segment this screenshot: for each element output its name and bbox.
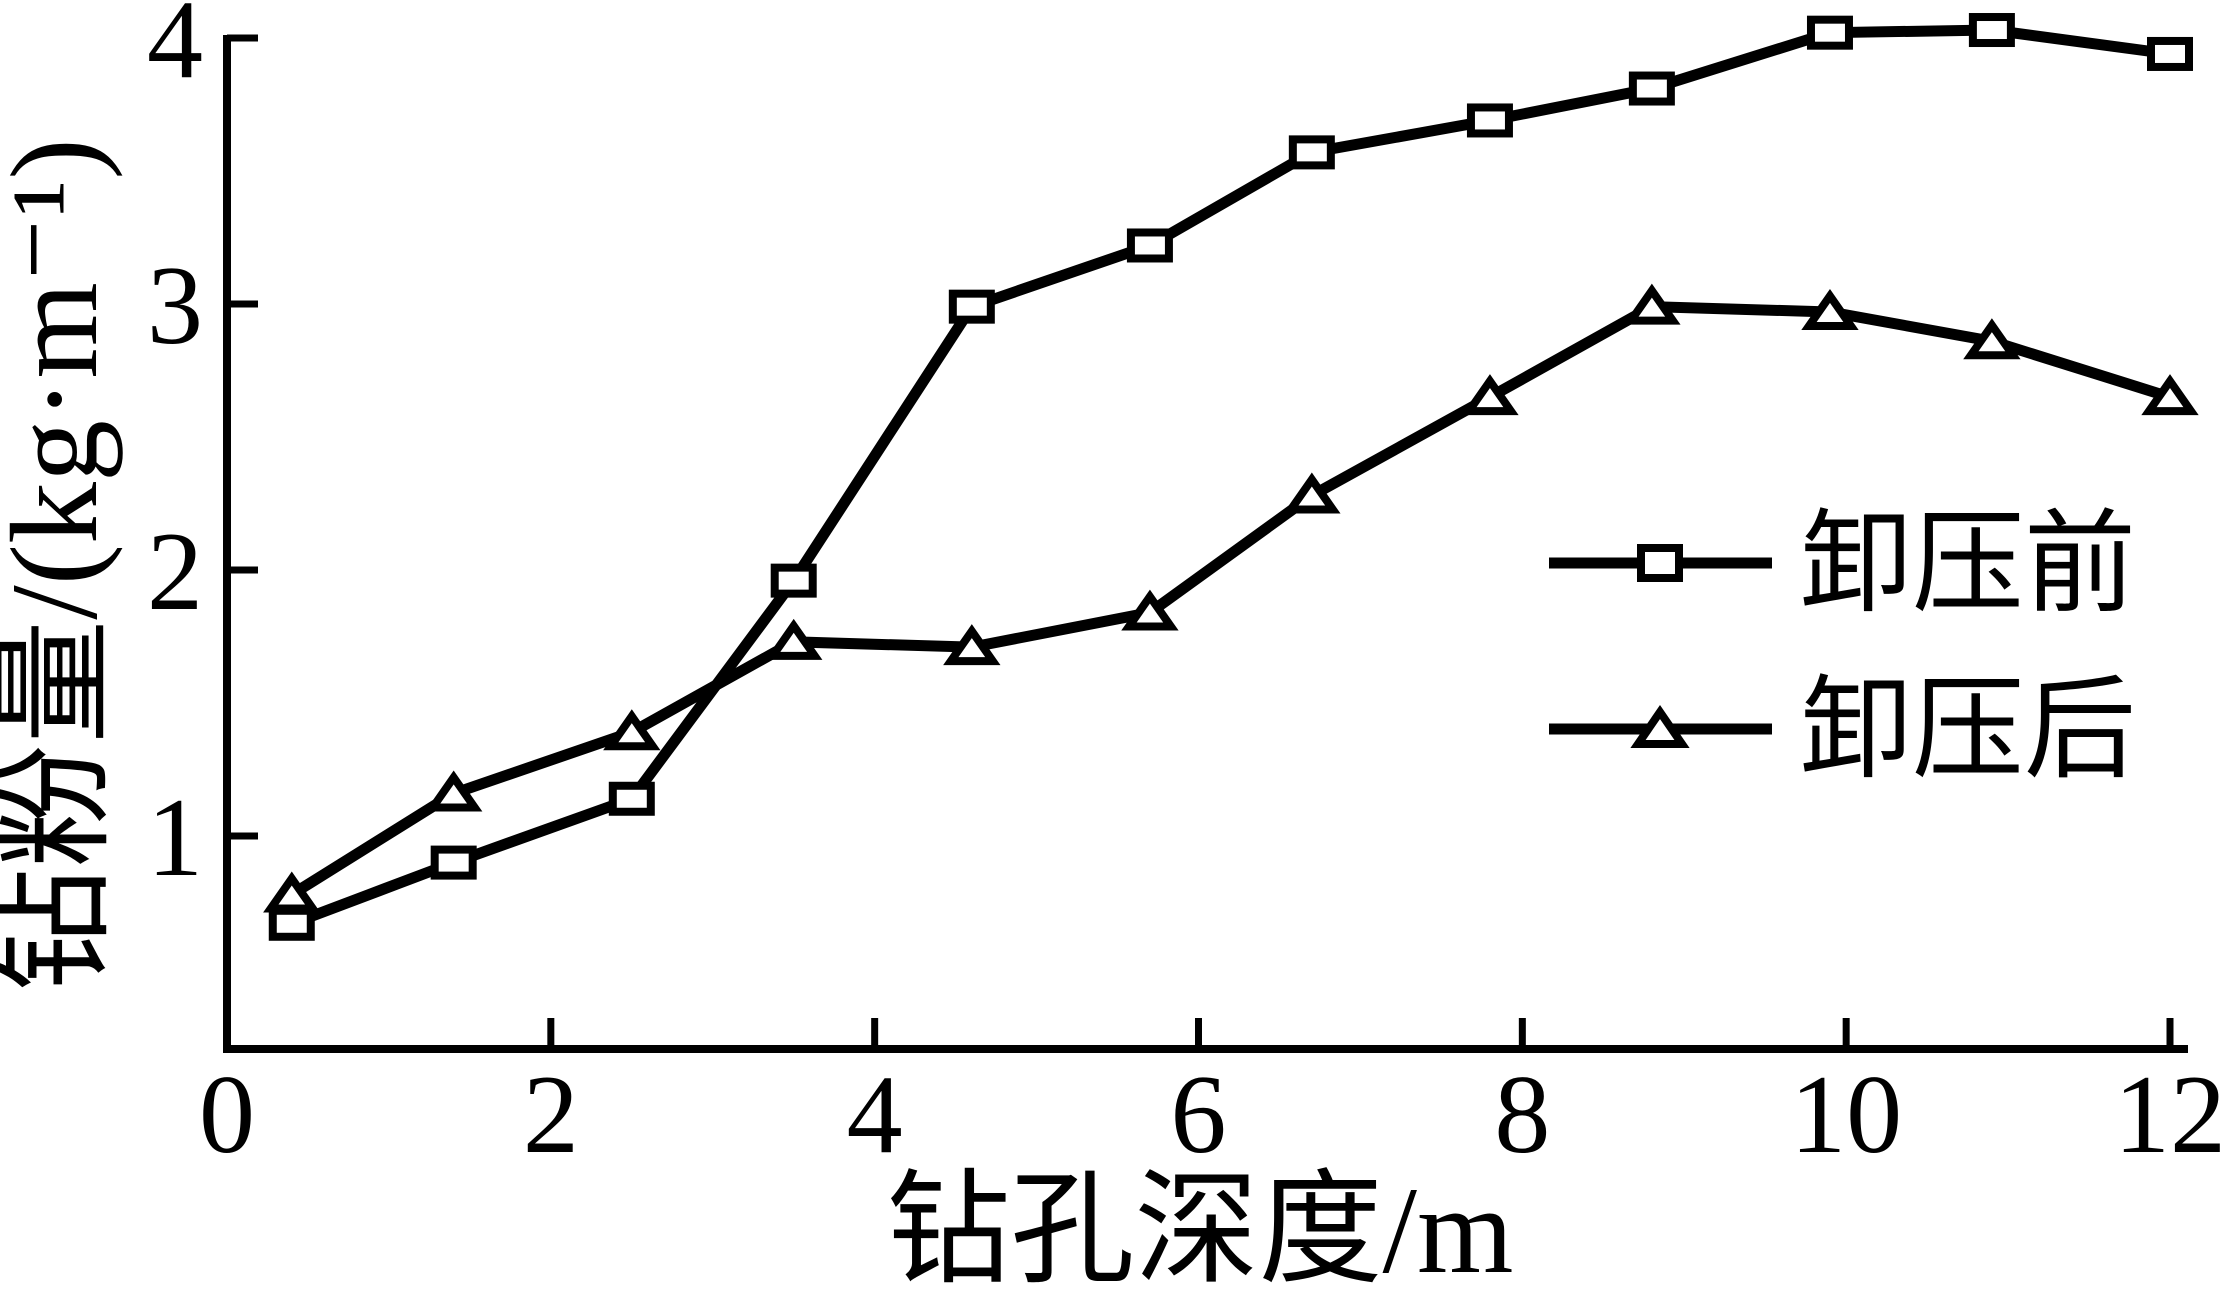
data-point-square-marker: [430, 845, 477, 880]
data-point-triangle-marker: [943, 624, 1001, 666]
data-point-triangle-marker: [263, 871, 321, 913]
data-point-square-marker: [268, 906, 315, 941]
data-point-triangle-marker: [1801, 289, 1859, 330]
y-tick-label: 1: [147, 776, 203, 900]
data-point-square-marker: [1466, 103, 1513, 138]
y-tick-label: 3: [147, 244, 203, 368]
data-point-square-marker: [948, 289, 995, 324]
y-axis-ticks: 1 2 3 4: [147, 0, 258, 900]
plot-series: [263, 13, 2199, 941]
data-point-square-marker: [2147, 36, 2193, 71]
x-tick-label: 2: [523, 1053, 579, 1177]
x-axis-ticks: 0 2 4 6 8 10 12: [199, 1018, 2226, 1177]
data-point-triangle-marker: [765, 618, 823, 660]
legend-label-after-relief: 卸压后: [1800, 669, 2136, 793]
x-tick-label: 12: [2114, 1053, 2226, 1177]
x-tick-label: 8: [1494, 1053, 1550, 1177]
x-tick-label: 6: [1171, 1053, 1227, 1177]
data-point-triangle-marker: [603, 709, 661, 751]
data-point-square-marker: [1628, 71, 1675, 106]
data-point-triangle-marker: [1461, 374, 1519, 416]
x-tick-label: 4: [847, 1053, 903, 1177]
legend-item-after-relief: 卸压后: [1549, 669, 2136, 793]
data-point-square-marker: [770, 563, 817, 598]
data-point-square-marker: [1126, 228, 1173, 263]
data-point-square-marker: [1288, 135, 1335, 170]
data-point-triangle-marker: [1963, 318, 2021, 360]
legend: 卸压前 卸压后: [1549, 503, 2136, 793]
data-point-triangle-marker: [1283, 472, 1341, 514]
triangle-marker-icon: [1630, 704, 1690, 748]
x-tick-label: 0: [199, 1053, 255, 1177]
data-point-triangle-marker: [425, 770, 483, 812]
data-point-triangle-marker: [2141, 374, 2199, 416]
square-marker-icon: [1637, 544, 1683, 582]
data-point-triangle-marker: [1121, 589, 1179, 631]
legend-label-before-relief: 卸压前: [1800, 503, 2136, 627]
legend-item-before-relief: 卸压前: [1549, 503, 2136, 627]
data-point-square-marker: [1968, 13, 2015, 48]
y-tick-label: 4: [147, 0, 203, 102]
x-axis-title: 钻孔深度/m: [887, 1162, 1514, 1291]
series-line-square: [289, 24, 2171, 929]
x-tick-label: 10: [1790, 1053, 1902, 1177]
data-point-triangle-marker: [1623, 283, 1681, 325]
series-line-triangle: [288, 301, 2172, 900]
y-axis-title: 钻粉量/(kg·m⁻¹): [0, 138, 123, 991]
y-tick-label: 2: [147, 510, 203, 634]
data-point-square-marker: [608, 781, 655, 816]
data-point-square-marker: [1806, 15, 1853, 50]
